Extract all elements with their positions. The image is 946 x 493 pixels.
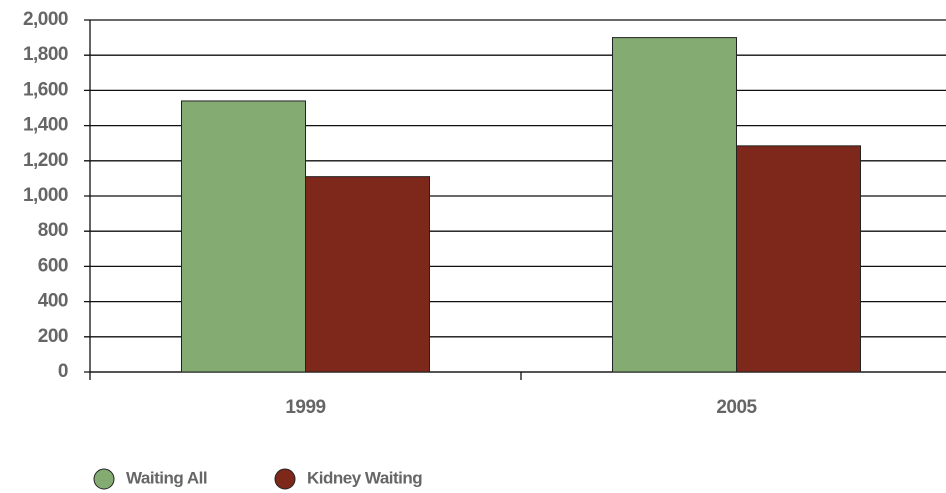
x-tick-label: 1999 [285,397,325,418]
legend-label: Waiting All [126,468,207,487]
legend-label: Kidney Waiting [307,468,422,487]
bar [736,145,861,373]
y-tick-label: 0 [58,361,68,382]
y-tick-label: 2,000 [23,9,68,30]
y-tick-label: 1,400 [23,115,68,136]
y-tick-label: 600 [38,255,68,276]
bar [612,37,737,373]
y-tick-label: 1,000 [23,185,68,206]
y-tick-label: 1,800 [23,44,68,65]
y-tick-label: 400 [38,291,68,312]
legend-swatch [274,468,296,490]
y-tick-label: 200 [38,326,68,347]
bar [181,100,306,373]
x-tick-label: 2005 [716,397,757,418]
bar [305,176,430,373]
y-tick-label: 800 [38,220,68,241]
y-tick-label: 1,200 [23,150,68,171]
y-tick-label: 1,600 [23,79,68,100]
legend-swatch [93,468,115,490]
